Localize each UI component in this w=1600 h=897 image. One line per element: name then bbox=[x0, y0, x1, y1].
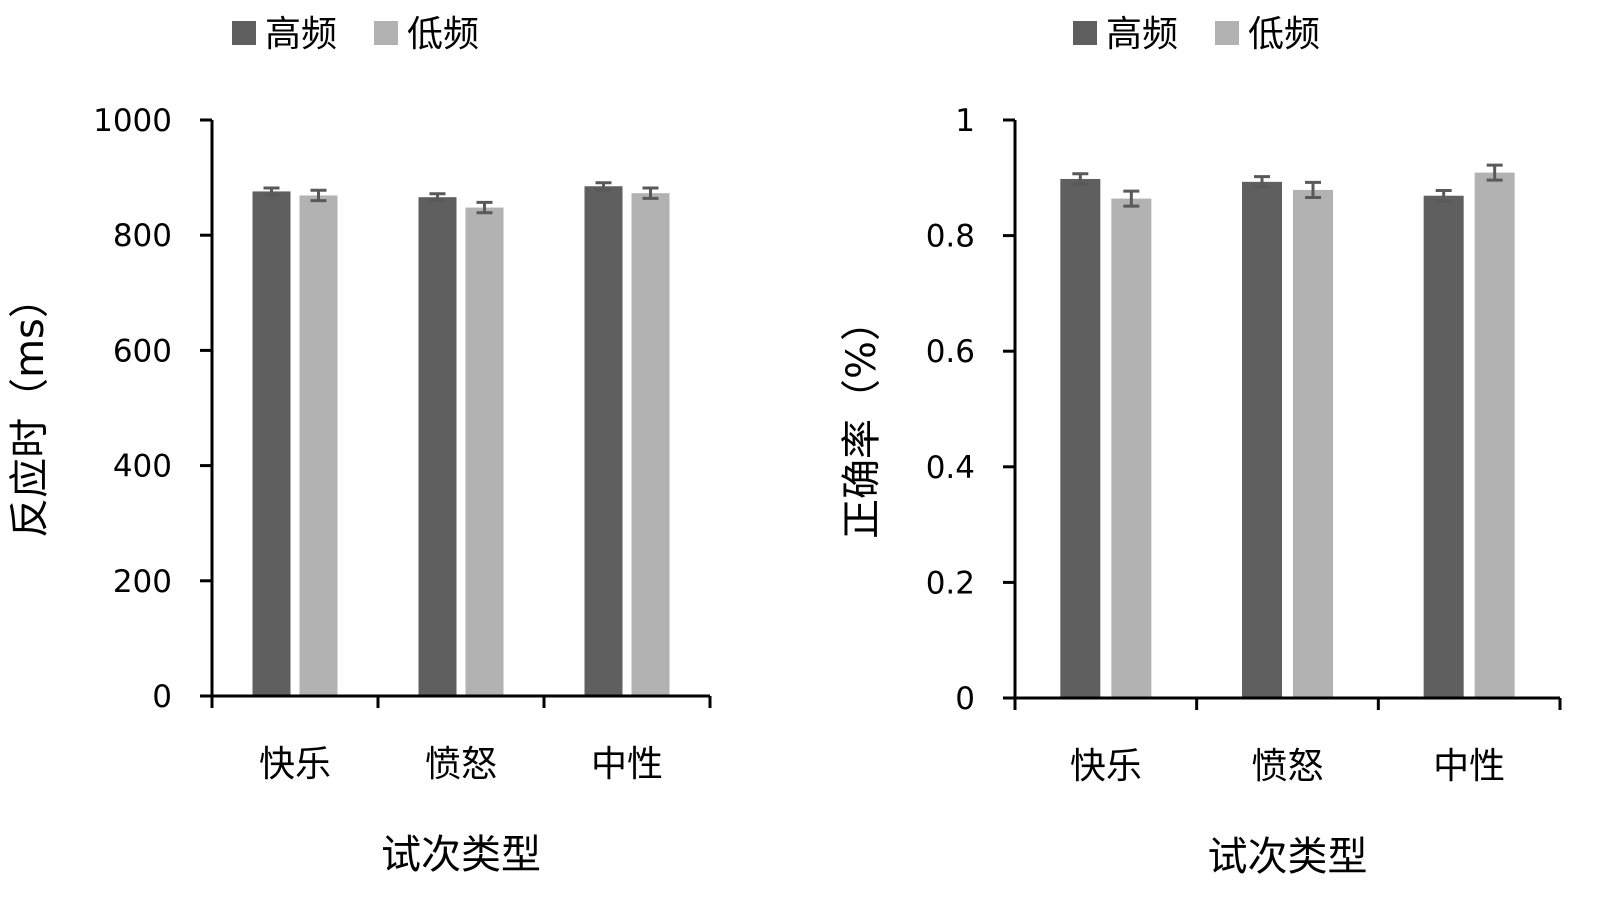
bar-high-2 bbox=[1423, 195, 1464, 698]
bar-high-2 bbox=[584, 186, 623, 697]
category-label-2: 中性 bbox=[1433, 746, 1505, 787]
y-tick-label-3: 0.6 bbox=[926, 334, 975, 370]
bar-low-0 bbox=[1111, 198, 1152, 698]
bar-low-2 bbox=[631, 193, 670, 697]
y-tick-label-2: 0.4 bbox=[926, 450, 975, 486]
category-label-0: 快乐 bbox=[1070, 746, 1142, 787]
legend-label-low: 低频 bbox=[1248, 14, 1320, 55]
error-bar-high-2 bbox=[1435, 189, 1452, 203]
bar-low-1 bbox=[1293, 189, 1333, 699]
bar-low-1 bbox=[465, 207, 504, 696]
x-axis-title: 试次类型 bbox=[381, 832, 541, 878]
y-axis-title: 正确率（%） bbox=[839, 301, 885, 539]
legend-swatch-low bbox=[1215, 21, 1239, 45]
error-bar-low-1 bbox=[476, 200, 493, 215]
category-label-1: 愤怒 bbox=[1251, 746, 1323, 787]
y-tick-label-0: 0 bbox=[955, 681, 975, 717]
y-axis-title: 反应时（ms） bbox=[7, 278, 53, 538]
y-tick-label-3: 600 bbox=[113, 333, 172, 369]
bar-high-1 bbox=[1242, 181, 1282, 698]
y-tick-label-1: 0.2 bbox=[926, 565, 975, 601]
legend-swatch-high bbox=[232, 21, 256, 45]
y-tick-label-0: 0 bbox=[152, 679, 172, 715]
bar-high-1 bbox=[418, 197, 457, 696]
bar-low-0 bbox=[299, 195, 338, 696]
y-tick-label-5: 1000 bbox=[93, 103, 172, 139]
error-bar-low-2 bbox=[1486, 163, 1503, 182]
legend-label-high: 高频 bbox=[265, 14, 337, 55]
error-bar-low-0 bbox=[1123, 189, 1140, 208]
error-bar-high-2 bbox=[595, 181, 612, 192]
category-label-0: 快乐 bbox=[259, 744, 331, 785]
error-bar-low-1 bbox=[1305, 180, 1321, 199]
error-bar-low-0 bbox=[310, 188, 327, 203]
error-bar-high-1 bbox=[429, 192, 446, 203]
bar-low-2 bbox=[1474, 172, 1515, 698]
y-tick-label-4: 0.8 bbox=[926, 219, 975, 255]
error-bar-high-0 bbox=[263, 186, 280, 197]
error-bar-low-2 bbox=[642, 186, 659, 200]
x-axis-title: 试次类型 bbox=[1208, 834, 1368, 880]
category-label-1: 愤怒 bbox=[425, 744, 497, 785]
legend-label-high: 高频 bbox=[1106, 14, 1178, 55]
legend-swatch-low bbox=[374, 21, 398, 45]
legend-swatch-high bbox=[1073, 21, 1097, 45]
error-bar-high-0 bbox=[1072, 172, 1089, 186]
y-tick-label-1: 200 bbox=[113, 564, 172, 600]
bar-high-0 bbox=[1060, 178, 1101, 698]
error-bar-high-1 bbox=[1254, 175, 1270, 189]
bar-high-0 bbox=[252, 191, 291, 696]
legend-label-low: 低频 bbox=[407, 14, 479, 55]
y-tick-label-5: 1 bbox=[955, 103, 975, 139]
y-tick-label-2: 400 bbox=[113, 449, 172, 485]
y-tick-label-4: 800 bbox=[113, 218, 172, 254]
category-label-2: 中性 bbox=[591, 744, 663, 785]
